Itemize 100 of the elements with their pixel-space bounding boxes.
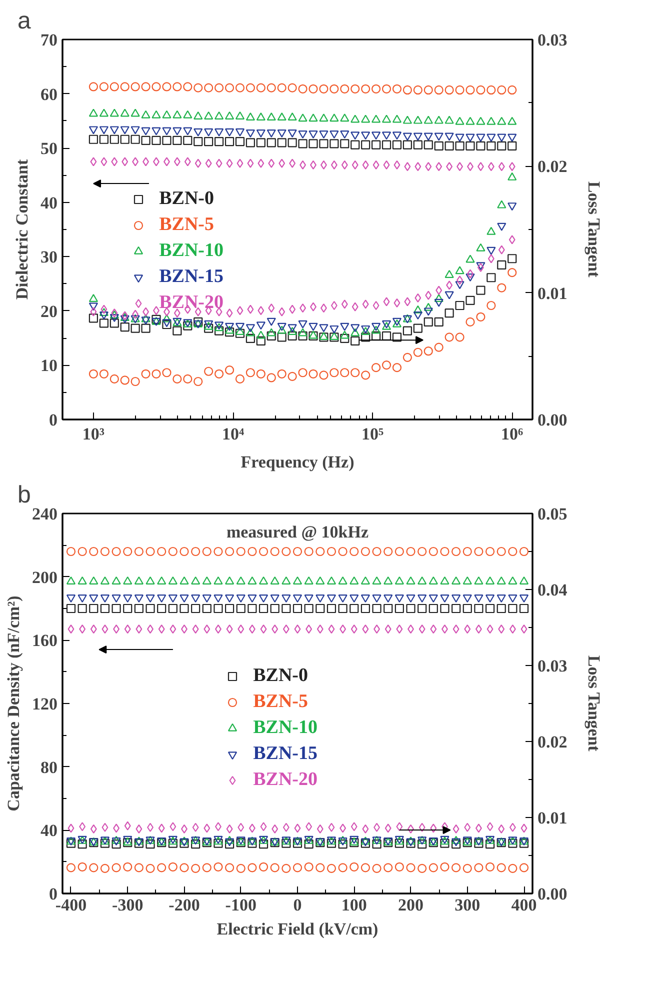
x-axis-title: Electric Field (kV/cm) [216, 920, 378, 938]
point [248, 604, 257, 614]
point [100, 157, 108, 166]
point [319, 114, 328, 122]
point [338, 546, 348, 556]
y2-axis-title: Loss Tangent [584, 181, 604, 278]
point [288, 129, 297, 138]
point [112, 604, 121, 614]
point [157, 863, 166, 872]
point [256, 322, 266, 330]
point [466, 85, 475, 95]
point [89, 863, 98, 872]
point [319, 370, 328, 380]
point [413, 132, 422, 141]
point [476, 85, 486, 95]
point [326, 546, 336, 556]
point [79, 822, 86, 832]
point [464, 624, 471, 634]
point [341, 160, 348, 170]
point [158, 624, 165, 634]
y-tick-label: 240 [32, 504, 58, 524]
y-tick-label: 160 [32, 631, 58, 650]
point [304, 594, 314, 603]
point [425, 162, 432, 172]
point [248, 824, 256, 833]
point [141, 110, 150, 118]
point [248, 546, 257, 556]
legend-label: BZN-5 [253, 691, 308, 714]
point [88, 134, 98, 144]
point [236, 594, 246, 603]
point [266, 373, 276, 382]
point [340, 624, 346, 634]
point [362, 624, 369, 634]
point [485, 594, 495, 603]
point [466, 141, 475, 150]
point [194, 128, 203, 136]
point [384, 546, 393, 556]
legend-label: BZN-0 [253, 665, 308, 688]
point [340, 368, 350, 378]
point [330, 84, 339, 94]
point [99, 312, 108, 320]
point [508, 85, 517, 95]
point [371, 114, 381, 123]
point [225, 594, 234, 603]
point [414, 293, 422, 302]
point [498, 824, 505, 834]
point [236, 576, 246, 584]
point [146, 576, 155, 584]
point [428, 594, 438, 603]
point [270, 594, 280, 603]
point [112, 576, 121, 584]
point [475, 824, 482, 833]
point [394, 604, 404, 614]
point [508, 141, 517, 150]
legend-label: BZN-0 [159, 188, 214, 210]
point [256, 138, 266, 148]
point [394, 838, 404, 848]
x-tick-label: 300 [454, 896, 480, 914]
point [191, 546, 200, 556]
point [191, 594, 200, 603]
point [428, 546, 438, 556]
point [66, 576, 76, 584]
point [446, 280, 453, 290]
point [306, 822, 312, 832]
point [402, 140, 412, 150]
point [340, 139, 350, 148]
point [455, 141, 464, 150]
point [162, 127, 172, 136]
x-tick-label: 10⁵ [362, 424, 384, 444]
point [282, 576, 291, 584]
point [100, 304, 108, 314]
point [272, 624, 278, 634]
point [466, 116, 475, 125]
point [316, 604, 325, 614]
y2-tick-label: 0.01 [538, 284, 568, 303]
point [168, 838, 178, 848]
point [191, 604, 200, 614]
point [330, 300, 338, 310]
point [328, 624, 335, 634]
point [120, 376, 130, 385]
point [246, 324, 255, 332]
legend-label: BZN-10 [253, 717, 318, 740]
point [330, 325, 339, 334]
point [282, 604, 291, 614]
point [383, 297, 390, 306]
point [384, 624, 392, 634]
point [100, 838, 110, 848]
point [225, 576, 234, 584]
point [292, 604, 302, 614]
point [235, 326, 245, 335]
point [402, 326, 412, 336]
point [298, 130, 308, 139]
y-tick-label: 10 [40, 356, 58, 376]
point [498, 162, 505, 172]
point [338, 863, 348, 872]
point [278, 307, 286, 316]
point [202, 576, 212, 584]
point [99, 82, 108, 92]
x-tick-label: 400 [511, 896, 537, 914]
y-tick-label: 70 [40, 30, 58, 50]
